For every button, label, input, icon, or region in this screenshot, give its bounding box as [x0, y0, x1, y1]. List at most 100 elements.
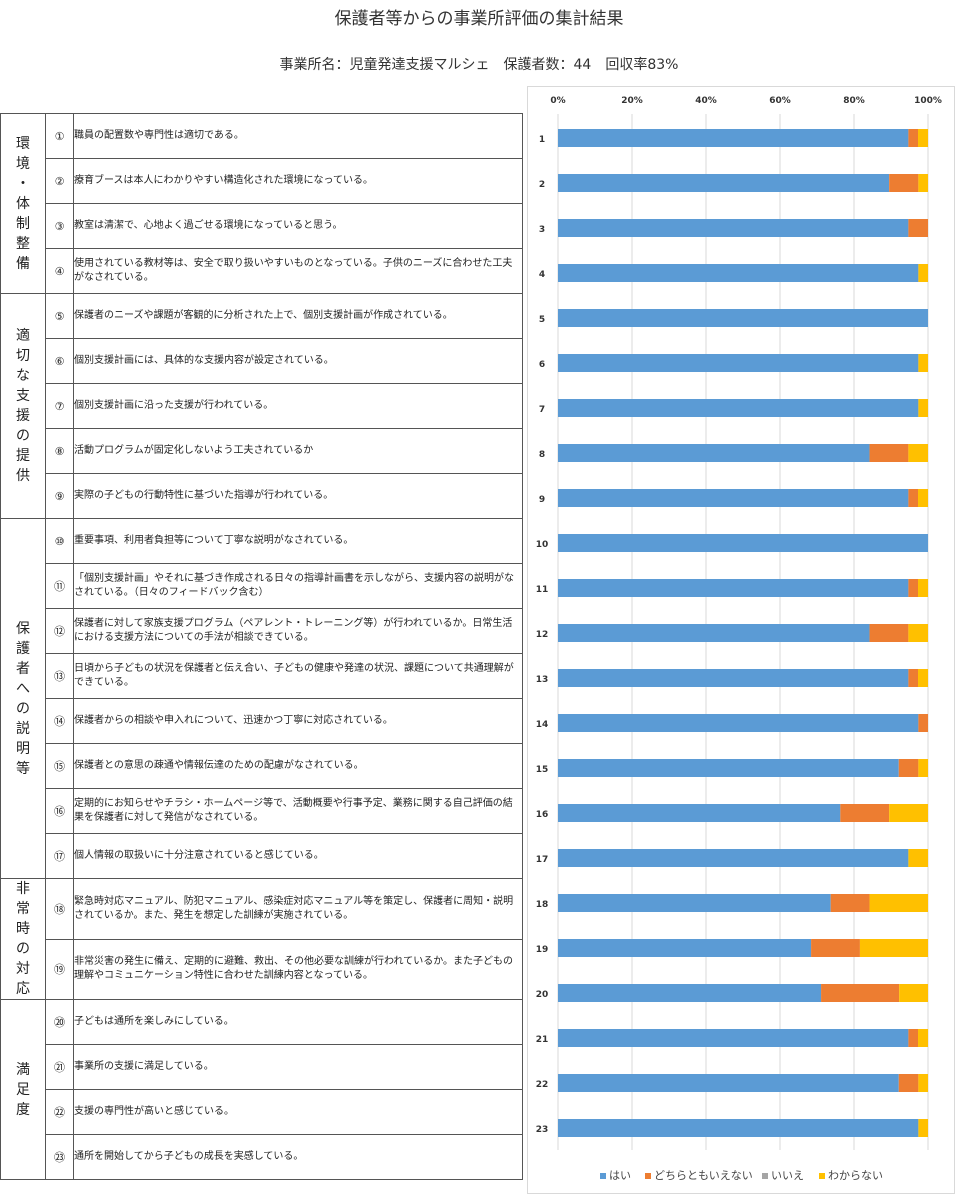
- category-char: 説: [16, 720, 30, 737]
- question-number: ⑫: [45, 608, 74, 654]
- y-tick-label: 13: [536, 675, 549, 685]
- bar-segment: [899, 984, 928, 1002]
- question-number: ⑲: [45, 938, 74, 1000]
- category-char: の: [16, 700, 30, 717]
- category-label-text: 保護者への説明等: [16, 619, 30, 779]
- question-number: ⑭: [45, 698, 74, 744]
- category-char: ・: [16, 175, 30, 192]
- question-number: ⑪: [45, 563, 74, 609]
- question-number: ⑥: [45, 338, 74, 384]
- y-tick-label: 14: [536, 720, 549, 730]
- y-tick-label: 11: [536, 585, 549, 595]
- legend-swatch: [600, 1173, 606, 1179]
- y-tick-label: 22: [536, 1080, 549, 1090]
- question-text: 保護者のニーズや課題が客観的に分析された上で、個別支援計画が作成されている。: [73, 293, 523, 339]
- bar-segment: [918, 759, 928, 777]
- y-tick-label: 1: [539, 135, 545, 145]
- category-char: の: [16, 941, 30, 957]
- question-row: 非常時の対応 ⑱ 緊急時対応マニュアル、防犯マニュアル、感染症対応マニュアル等を策定…: [0, 878, 523, 1000]
- question-row: ⑬ 日頃から子どもの状況を保護者と伝え合い、子どもの健康や発達の状況、課題について…: [1, 653, 523, 699]
- question-number: ③: [45, 203, 74, 249]
- bar-segment: [908, 579, 919, 597]
- y-tick-label: 2: [539, 180, 545, 190]
- category-char: の: [16, 428, 30, 444]
- bar-segment: [558, 579, 909, 597]
- bar-segment: [918, 489, 928, 507]
- bar-segment: [918, 1119, 928, 1137]
- category-char: 護: [16, 640, 30, 657]
- y-tick-label: 16: [536, 810, 549, 820]
- y-tick-label: 3: [539, 225, 545, 235]
- bar-segment: [889, 804, 928, 822]
- question-row: ⑦ 個別支援計画に沿った支援が行われている。: [1, 383, 523, 429]
- bar-segment: [908, 624, 928, 642]
- question-text: 緊急時対応マニュアル、防犯マニュアル、感染症対応マニュアル等を策定し、保護者に周…: [73, 878, 523, 940]
- y-tick-label: 5: [539, 315, 545, 325]
- question-row: 満足度 ⑳ 子どもは通所を楽しみにしている。: [0, 999, 523, 1180]
- question-text: 非常災害の発生に備え、定期的に避難、救出、その他必要な訓練が行われているか。また…: [73, 938, 523, 1000]
- question-number: ④: [45, 248, 74, 294]
- question-row: 保護者への説明等 ⑩ 重要事項、利用者負担等について丁寧な説明がなされている。: [0, 518, 523, 879]
- question-text: 個人情報の取扱いに十分注意されていると感じている。: [73, 833, 523, 879]
- category-char: 備: [16, 255, 30, 272]
- question-table: 環境・体制整備 ① 職員の配置数や専門性は適切である。 ② 療育ブースは本人にわかりやす…: [0, 113, 523, 1180]
- question-text: 個別支援計画には、具体的な支援内容が設定されている。: [73, 338, 523, 384]
- question-text: 子どもは通所を楽しみにしている。: [73, 999, 523, 1045]
- question-row: ⑭ 保護者からの相談や申入れについて、迅速かつ丁寧に対応されている。: [1, 698, 523, 744]
- category-char: 体: [16, 195, 30, 212]
- question-text: 保護者との意思の疎通や情報伝達のための配慮がなされている。: [73, 743, 523, 789]
- category-char: 明: [16, 740, 30, 757]
- bar-segment: [558, 129, 909, 147]
- question-row: ③ 教室は清潔で、心地よく過ごせる環境になっていると思う。: [1, 203, 523, 249]
- bar-segment: [558, 624, 870, 642]
- question-row: ⑮ 保護者との意思の疎通や情報伝達のための配慮がなされている。: [1, 743, 523, 789]
- category-char: 足: [16, 1081, 30, 1098]
- bar-segment: [558, 354, 919, 372]
- question-text: 療育ブースは本人にわかりやすい構造化された環境になっている。: [73, 158, 523, 204]
- question-text: 支援の専門性が高いと感じている。: [73, 1089, 523, 1135]
- question-number: ㉑: [45, 1044, 74, 1090]
- bar-segment: [558, 759, 899, 777]
- bar-segment: [821, 984, 900, 1002]
- y-tick-label: 10: [536, 540, 549, 550]
- bar-segment: [558, 309, 928, 327]
- bar-segment: [869, 894, 928, 912]
- question-row: ⑲ 非常災害の発生に備え、定期的に避難、救出、その他必要な訓練が行われているか。ま…: [1, 938, 523, 1000]
- category-char: 支: [16, 388, 30, 404]
- bar-segment: [898, 759, 919, 777]
- question-number: ⑬: [45, 653, 74, 699]
- bar-segment: [918, 354, 928, 372]
- question-number: ⑧: [45, 428, 74, 474]
- category-char: 常: [16, 901, 30, 917]
- y-tick-label: 19: [536, 945, 549, 955]
- category-char: 制: [16, 215, 30, 232]
- y-tick-label: 9: [539, 495, 545, 505]
- category-label-c5: 満足度: [0, 999, 46, 1180]
- bar-segment: [908, 489, 919, 507]
- bar-segment: [908, 669, 919, 687]
- question-number: ㉓: [45, 1134, 74, 1180]
- category-label-c1: 環境・体制整備: [0, 113, 46, 294]
- legend-swatch: [819, 1173, 825, 1179]
- question-row: ⑧ 活動プログラムが固定化しないよう工夫されているか: [1, 428, 523, 474]
- bar-segment: [908, 444, 928, 462]
- question-text: 事業所の支援に満足している。: [73, 1044, 523, 1090]
- category-label-c4: 非常時の対応: [0, 878, 46, 1000]
- question-text: 「個別支援計画」やそれに基づき作成される日々の指導計画書を示しながら、支援内容の…: [73, 563, 523, 609]
- bar-segment: [558, 939, 812, 957]
- bar-segment: [558, 1029, 909, 1047]
- bar-segment: [869, 624, 909, 642]
- category-char: 供: [16, 468, 30, 484]
- y-tick-label: 18: [536, 900, 549, 910]
- category-label-text: 満足度: [16, 1060, 30, 1120]
- category-char: 整: [16, 235, 30, 252]
- bar-segment: [918, 129, 928, 147]
- bar-segment: [908, 1029, 919, 1047]
- question-row: ⑨ 実際の子どもの行動特性に基づいた指導が行われている。: [1, 473, 523, 519]
- bar-segment: [918, 174, 928, 192]
- question-text: 通所を開始してから子どもの成長を実感している。: [73, 1134, 523, 1180]
- chart-frame: [527, 86, 955, 1194]
- y-tick-label: 21: [536, 1035, 549, 1045]
- question-number: ⑯: [45, 788, 74, 834]
